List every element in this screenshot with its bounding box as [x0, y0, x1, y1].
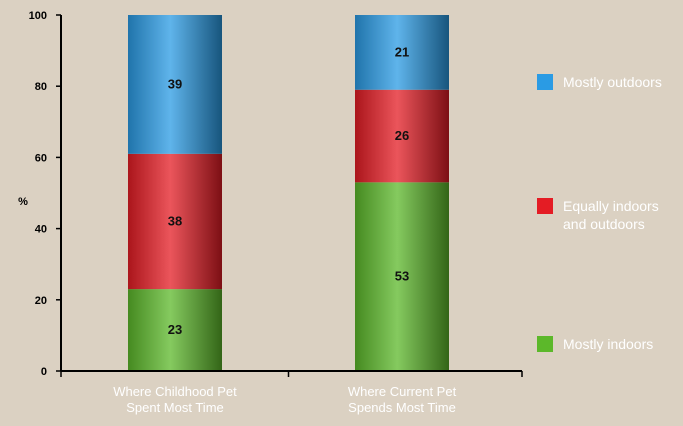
data-label: 38 — [168, 213, 182, 228]
data-label: 26 — [395, 128, 409, 143]
bar-segment-2-cat-1 — [128, 153, 222, 290]
x-tick-label: Where Current Pet Spends Most Time — [348, 384, 457, 415]
data-label: 21 — [395, 44, 409, 59]
y-tick-label: 80 — [35, 81, 47, 93]
data-label: 23 — [168, 322, 182, 337]
y-tick-label: 100 — [29, 10, 47, 22]
bar-segment-1-cat-1 — [128, 289, 222, 371]
legend-label: Equally indoors and outdoors — [563, 198, 659, 232]
legend-label: Mostly outdoors — [563, 74, 662, 90]
legend-item-1: Mostly indoors — [537, 336, 653, 352]
labels-layer: 23 38 39 53 26 21 Where Childhood Pet Spent Mos… — [113, 44, 456, 415]
legend-item-2: Equally indoors and outdoors — [537, 198, 659, 232]
y-tick-label: 0 — [41, 366, 47, 378]
data-label: 53 — [395, 269, 409, 284]
legend-swatch — [537, 198, 553, 214]
x-tick-label: Where Childhood Pet Spent Most Time — [113, 384, 237, 415]
data-label: 39 — [168, 76, 182, 91]
legend: Mostly indoors Equally indoors and outdoor… — [537, 74, 662, 352]
legend-swatch — [537, 336, 553, 352]
y-tick-label: 20 — [35, 295, 47, 307]
legend-label: Mostly indoors — [563, 336, 653, 352]
bar-segment-3-cat-2 — [355, 15, 449, 90]
axes-layer: 0 20 40 60 80 100% — [18, 10, 523, 378]
legend-swatch — [537, 74, 553, 90]
y-tick-label: 40 — [35, 224, 47, 236]
y-tick-label: 60 — [35, 152, 47, 164]
y-axis-label: % — [18, 196, 28, 208]
legend-item-3: Mostly outdoors — [537, 74, 662, 90]
bar-segment-2-cat-2 — [355, 89, 449, 183]
bar-segment-1-cat-2 — [355, 182, 449, 371]
bar-segment-3-cat-1 — [128, 15, 222, 154]
bars-layer — [128, 15, 449, 371]
